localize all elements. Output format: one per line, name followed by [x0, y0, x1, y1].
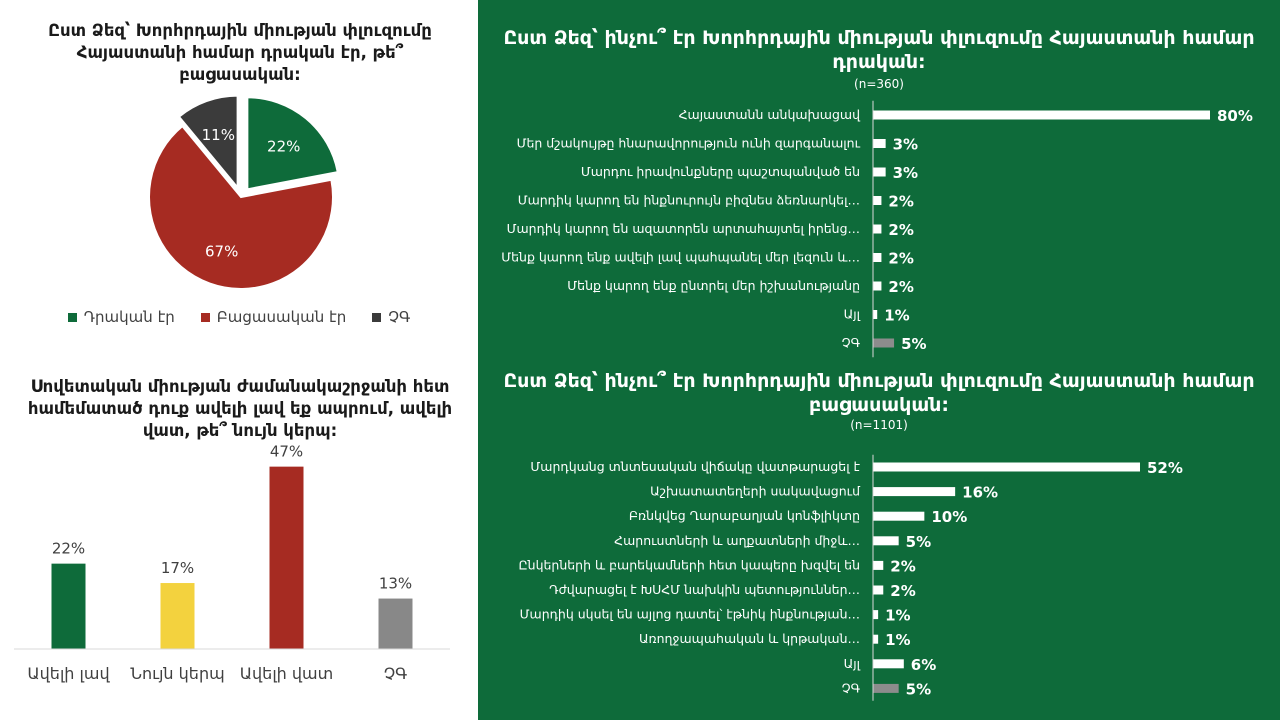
negative-reasons-category-item-6: Դժվարացել է ԽՍՀՄ նախկին պետություններ…	[549, 582, 860, 597]
positive-reasons-bar-item-2	[873, 139, 886, 148]
positive-reasons-value-item-3: 3%	[893, 164, 918, 182]
column-value-item-1: 22%	[52, 540, 85, 558]
negative-reasons-value-item-3: 10%	[931, 508, 967, 526]
column-category-item-2: Նույն կերպ	[130, 664, 224, 683]
positive-reasons-category-item-6: Մենք կարող ենք ավելի լավ պահպանել մեր լե…	[501, 250, 860, 265]
legend-swatch	[200, 312, 210, 322]
positive-reasons-bar-item-8	[873, 310, 878, 319]
column-category-item-4: ՉԳ	[384, 664, 407, 683]
negative-reasons-value-item-1: 52%	[1147, 459, 1183, 477]
pie-slice-item-1	[246, 96, 339, 191]
positive-reasons-category-item-2: Մեր մշակույթը հնարավորություն ունի զարգա…	[517, 136, 861, 151]
negative-reasons-value-item-5: 2%	[890, 557, 915, 575]
negative-reasons-title: Ըստ Ձեզ՝ ինչու՞ էր Խորհրդային միության փ…	[503, 370, 1255, 416]
pie-chart-title: Ըստ Ձեզ՝ Խորհրդային միության փլուզումը Հ…	[48, 21, 432, 84]
negative-reasons-category-item-1: Մարդկանց տնտեսական վիճակը վատթարացել է	[530, 459, 860, 474]
column-value-item-4: 13%	[379, 575, 412, 593]
pie-slice-item-3	[177, 94, 239, 191]
legend-swatch	[67, 312, 77, 322]
negative-reasons-category-item-5: Ընկերների և բարեկամների հետ կապերը խզվել…	[519, 557, 861, 572]
positive-reasons-value-item-4: 2%	[888, 193, 913, 211]
negative-reasons-category-item-7: Մարդիկ սկսել են այլոց դատել՝ էթնիկ ինքնո…	[520, 607, 860, 622]
negative-reasons-value-item-6: 2%	[890, 582, 915, 600]
positive-reasons-value-item-6: 2%	[888, 250, 913, 268]
negative-reasons-category-item-2: Աշխատատեղերի սակավացում	[650, 484, 861, 499]
positive-reasons-value-item-8: 1%	[884, 307, 909, 325]
negative-reasons-bar-item-5	[873, 560, 884, 570]
negative-reasons-category-item-10: ՉԳ	[842, 680, 861, 695]
column-chart: 22% Ավելի լավ 17% Նույն կերպ 47% Ավելի վատ 13%…	[14, 443, 450, 683]
column-value-item-3: 47%	[270, 443, 303, 461]
negative-reasons-sample: (n=1101)	[850, 418, 908, 432]
positive-reasons-value-item-2: 3%	[893, 136, 918, 154]
positive-reasons-bar-item-3	[873, 167, 886, 177]
positive-reasons-bar-item-4	[873, 196, 882, 205]
pie-label-item-1: 22%	[267, 137, 300, 155]
negative-reasons-bar-item-8	[873, 634, 879, 644]
legend-swatch	[372, 312, 382, 322]
negative-reasons-bar-item-7	[873, 610, 879, 620]
legend-label: Դրական էր	[83, 308, 175, 326]
negative-reasons-bar-item-9	[873, 659, 904, 669]
positive-reasons-bar-item-1	[873, 110, 1210, 120]
column-chart-title: Սովետական միության ժամանակաշրջանի հետ հա…	[27, 377, 453, 440]
positive-reasons-value-item-9: 5%	[901, 335, 926, 353]
negative-reasons-category-item-8: Առողջապահական և կրթական…	[639, 631, 860, 646]
legend-item-item-2: Բացասական էր	[200, 308, 347, 326]
negative-reasons-value-item-2: 16%	[962, 484, 998, 502]
positive-reasons-category-item-3: Մարդու իրավունքները պաշտպանված են	[581, 164, 860, 179]
positive-reasons-category-item-4: Մարդիկ կարող են ինքնուրույն բիզնես ձեռնա…	[518, 193, 860, 208]
positive-reasons-category-item-7: Մենք կարող ենք ընտրել մեր իշխանությանը	[567, 278, 860, 293]
negative-reasons-bar-item-3	[873, 511, 925, 521]
negative-reasons-category-item-4: Հարուստների և աղքատների միջև…	[614, 533, 860, 548]
negative-reasons-value-item-9: 6%	[911, 656, 936, 674]
positive-reasons-sample: (n=360)	[854, 77, 904, 91]
right-panel	[478, 0, 1280, 720]
negative-reasons-bar-item-1	[873, 462, 1140, 472]
positive-reasons-bar-item-5	[873, 224, 882, 234]
negative-reasons-value-item-4: 5%	[906, 533, 931, 551]
column-category-item-3: Ավելի վատ	[240, 664, 333, 683]
pie-slice-item-2	[148, 124, 334, 290]
positive-reasons-category-item-1: Հայաստանն անկախացավ	[679, 107, 861, 122]
negative-reasons-value-item-10: 5%	[906, 680, 931, 698]
legend-item-item-1: Դրական էր	[67, 308, 175, 326]
positive-reasons-bar-item-9	[873, 338, 895, 348]
positive-reasons-category-item-9: ՉԳ	[842, 335, 861, 350]
column-category-item-1: Ավելի լավ	[27, 664, 110, 683]
negative-reasons-bar-item-2	[873, 487, 956, 497]
negative-reasons-bar-item-6	[873, 585, 884, 595]
column-bar-item-3	[269, 466, 304, 649]
positive-reasons-category-item-5: Մարդիկ կարող են ազատորեն արտահայտել իրեն…	[507, 221, 860, 236]
negative-reasons-value-item-8: 1%	[885, 631, 910, 649]
pie-chart: 22% 67% 11%	[148, 94, 339, 290]
positive-reasons-value-item-5: 2%	[888, 221, 913, 239]
positive-reasons-bar-item-6	[873, 253, 882, 262]
negative-reasons-bar-item-4	[873, 536, 899, 546]
negative-reasons-bar-item-10	[873, 683, 899, 693]
pie-label-item-3: 11%	[202, 126, 235, 144]
legend-label: Բացասական էր	[216, 308, 347, 326]
negative-reasons-value-item-7: 1%	[885, 607, 910, 625]
legend-item-item-3: ՉԳ	[372, 308, 410, 326]
positive-reasons-bar-item-7	[873, 281, 882, 291]
column-bar-item-4	[378, 598, 413, 649]
negative-reasons-category-item-9: Այլ	[844, 656, 861, 671]
legend-label: ՉԳ	[388, 308, 411, 326]
column-value-item-2: 17%	[161, 559, 194, 577]
column-bar-item-1	[51, 563, 86, 649]
negative-reasons-category-item-3: Բռնկվեց Ղարաբաղյան կոնֆլիկտը	[629, 508, 860, 523]
positive-reasons-value-item-1: 80%	[1217, 107, 1253, 125]
column-bar-item-2	[160, 583, 195, 649]
pie-label-item-2: 67%	[205, 243, 238, 261]
pie-legend: Դրական էր Բացասական էր ՉԳ	[0, 308, 478, 326]
positive-reasons-category-item-8: Այլ	[844, 307, 861, 322]
positive-reasons-title: Ըստ Ձեզ՝ ինչու՞ էր Խորհրդային միության փ…	[503, 27, 1255, 73]
positive-reasons-value-item-7: 2%	[888, 278, 913, 296]
